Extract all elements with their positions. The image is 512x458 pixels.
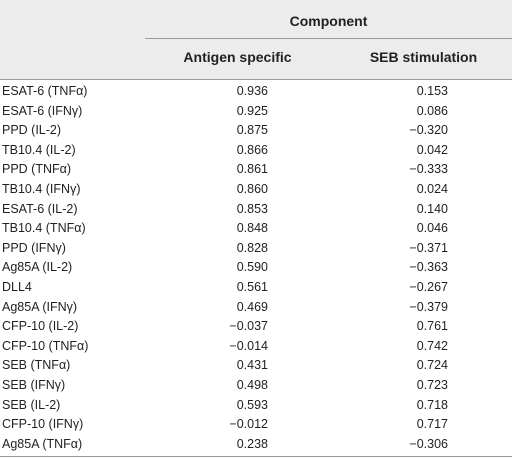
table-row: TB10.4 (IL-2) 0.866 0.042 [0, 141, 512, 161]
seb-stimulation-value: 0.153 [416, 84, 448, 98]
row-label: ESAT-6 (IFNγ) [2, 103, 83, 118]
seb-stimulation-value: 0.086 [416, 103, 448, 118]
column-header-antigen-specific: Antigen specific [183, 49, 292, 65]
antigen-specific-value: 0.853 [236, 201, 268, 216]
seb-stimulation-value: −0.371 [409, 240, 448, 255]
row-label: CFP-10 (IFNγ) [2, 417, 84, 432]
row-label: SEB (TNFα) [2, 358, 71, 373]
table-row: ESAT-6 (TNFα) 0.936 0.153 [0, 82, 512, 102]
antigen-specific-value: 0.593 [236, 397, 268, 412]
seb-stimulation-value: 0.761 [416, 319, 448, 334]
row-label: ESAT-6 (TNFα) [2, 84, 88, 98]
row-label: ESAT-6 (IL-2) [2, 201, 78, 216]
table-row: ESAT-6 (IL-2) 0.853 0.140 [0, 200, 512, 220]
seb-stimulation-value: 0.724 [416, 358, 448, 373]
seb-stimulation-value: 0.718 [416, 397, 448, 412]
row-label: PPD (IL-2) [2, 123, 62, 138]
table-row: ESAT-6 (IFNγ) 0.925 0.086 [0, 102, 512, 122]
seb-stimulation-value: 0.742 [416, 338, 448, 353]
seb-stimulation-value: −0.306 [409, 436, 448, 451]
antigen-specific-value: −0.012 [229, 417, 268, 432]
row-label: TB10.4 (IL-2) [2, 142, 76, 157]
table-row: CFP-10 (TNFα) −0.014 0.742 [0, 337, 512, 357]
table-row: CFP-10 (IL-2) −0.037 0.761 [0, 317, 512, 337]
header-rule [0, 79, 512, 80]
antigen-specific-value: 0.860 [236, 181, 268, 196]
row-label: TB10.4 (IFNγ) [2, 181, 81, 196]
seb-stimulation-value: −0.320 [409, 123, 448, 138]
seb-stimulation-value: 0.042 [416, 142, 448, 157]
bottom-rule [0, 456, 512, 457]
antigen-specific-value: 0.936 [236, 84, 268, 98]
antigen-specific-value: 0.469 [236, 299, 268, 314]
seb-stimulation-value: −0.333 [409, 162, 448, 177]
antigen-specific-value: 0.561 [236, 279, 268, 294]
antigen-specific-value: 0.848 [236, 221, 268, 236]
seb-stimulation-value: 0.140 [416, 201, 448, 216]
seb-stimulation-value: 0.046 [416, 221, 448, 236]
seb-stimulation-value: −0.379 [409, 299, 448, 314]
table-body: ESAT-6 (TNFα) 0.936 0.153 ESAT-6 (IFNγ) 0.9… [0, 82, 512, 454]
table-row: TB10.4 (IFNγ) 0.860 0.024 [0, 180, 512, 200]
column-header-seb-stimulation: SEB stimulation [369, 49, 478, 65]
antigen-specific-value: −0.014 [229, 338, 268, 353]
row-label: DLL4 [2, 279, 32, 294]
row-label: Ag85A (TNFα) [2, 436, 83, 451]
row-label: TB10.4 (TNFα) [2, 221, 86, 236]
antigen-specific-value: 0.498 [236, 377, 268, 392]
table-row: PPD (TNFα) 0.861 −0.333 [0, 160, 512, 180]
table-row: Ag85A (IFNγ) 0.469 −0.379 [0, 298, 512, 318]
table-row: CFP-10 (IFNγ) −0.012 0.717 [0, 415, 512, 435]
table-row: DLL4 0.561 −0.267 [0, 278, 512, 298]
row-label: SEB (IFNγ) [2, 377, 66, 392]
seb-stimulation-value: 0.024 [416, 181, 448, 196]
row-label: PPD (TNFα) [2, 162, 72, 177]
row-label: CFP-10 (IL-2) [2, 319, 79, 334]
antigen-specific-value: 0.875 [236, 123, 268, 138]
seb-stimulation-value: 0.723 [416, 377, 448, 392]
table-row: SEB (IL-2) 0.593 0.718 [0, 396, 512, 416]
seb-stimulation-value: −0.363 [409, 260, 448, 275]
antigen-specific-value: −0.037 [229, 319, 268, 334]
row-label: SEB (IL-2) [2, 397, 61, 412]
antigen-specific-value: 0.238 [236, 436, 268, 451]
antigen-specific-value: 0.861 [236, 162, 268, 177]
row-label: Ag85A (IL-2) [2, 260, 73, 275]
antigen-specific-value: 0.925 [236, 103, 268, 118]
component-group-header: Component [289, 13, 368, 29]
antigen-specific-value: 0.828 [236, 240, 268, 255]
row-label: PPD (IFNγ) [2, 240, 66, 255]
row-label: Ag85A (IFNγ) [2, 299, 78, 314]
group-header-rule [145, 38, 512, 39]
antigen-specific-value: 0.431 [236, 358, 268, 373]
seb-stimulation-value: −0.267 [409, 279, 448, 294]
table-row: Ag85A (IL-2) 0.590 −0.363 [0, 258, 512, 278]
table-row: SEB (IFNγ) 0.498 0.723 [0, 376, 512, 396]
row-label: CFP-10 (TNFα) [2, 338, 89, 353]
table-row: Ag85A (TNFα) 0.238 −0.306 [0, 435, 512, 455]
seb-stimulation-value: 0.717 [416, 417, 448, 432]
antigen-specific-value: 0.590 [236, 260, 268, 275]
table-header-band [0, 0, 512, 80]
table-row: PPD (IFNγ) 0.828 −0.371 [0, 239, 512, 259]
table-row: TB10.4 (TNFα) 0.848 0.046 [0, 219, 512, 239]
table-row: SEB (TNFα) 0.431 0.724 [0, 356, 512, 376]
table-row: PPD (IL-2) 0.875 −0.320 [0, 121, 512, 141]
antigen-specific-value: 0.866 [236, 142, 268, 157]
